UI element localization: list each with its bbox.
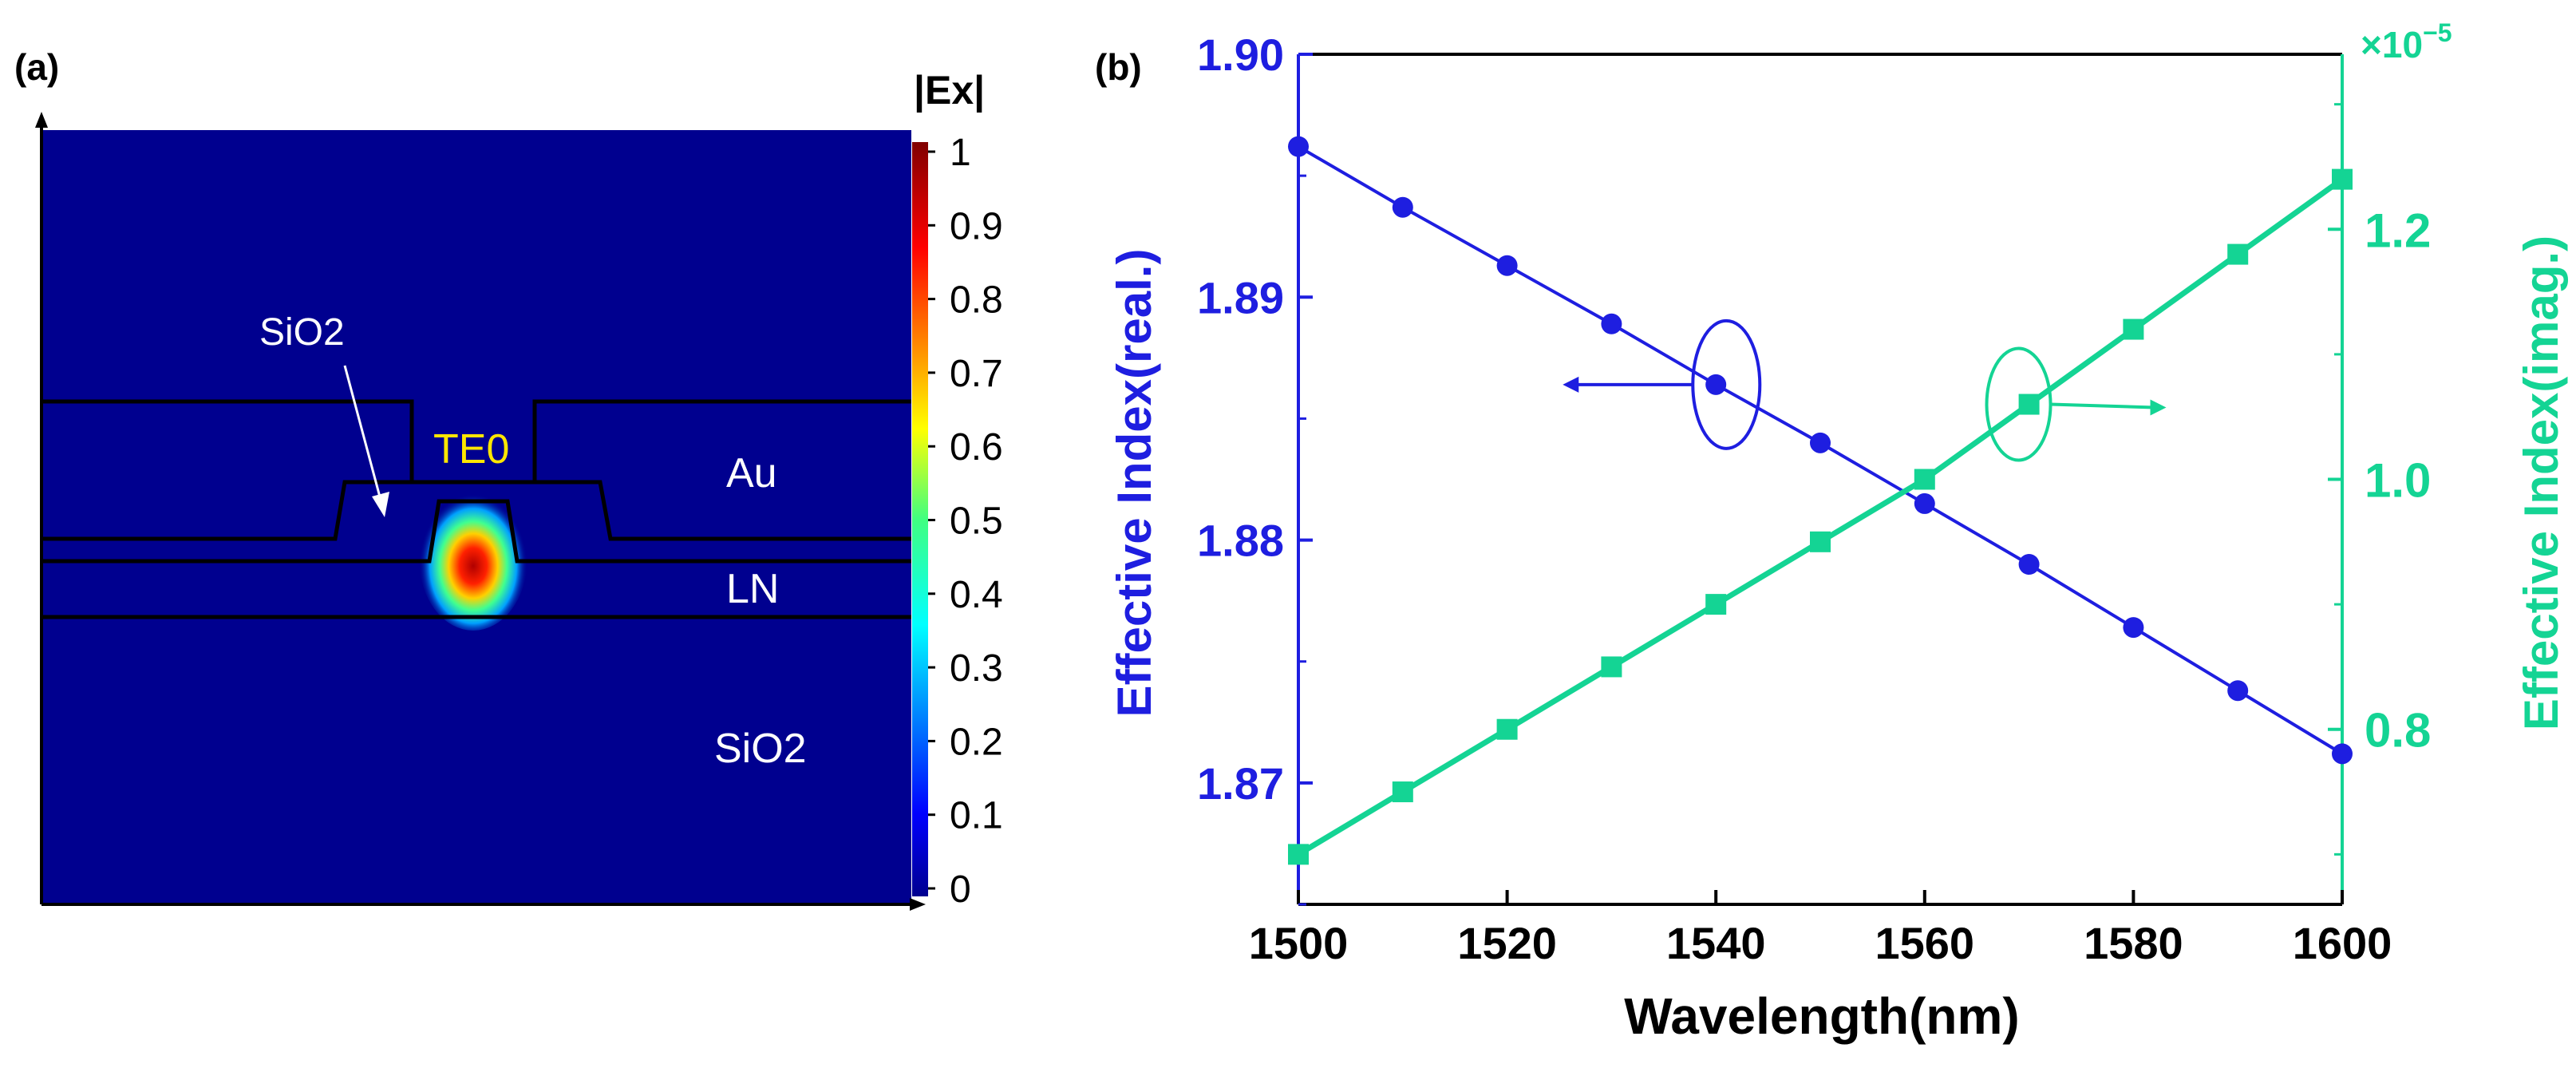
x-tick-label: 1500 [1249, 918, 1349, 968]
series-real-point [1392, 196, 1413, 218]
left-tick-label: 1.90 [1197, 30, 1284, 80]
series-real-point [1914, 492, 1935, 514]
colorbar-tick-label: 0.3 [950, 647, 1003, 690]
panel-b: (b) ×10−5 1500 1520 1540 1560 1580 1600 1.87 1.… [1095, 18, 2568, 1045]
imag-series-right-arrowhead [2150, 399, 2167, 416]
series-imag-point [2018, 394, 2040, 415]
colorbar-tick-label: 0.5 [950, 500, 1003, 543]
colorbar-tick-label: 1 [950, 132, 971, 174]
series-imag-point [2123, 318, 2144, 340]
right-axis-title: Effective Index(imag.) [2515, 235, 2568, 730]
panel-a: (a) SiO2 TE0 Au LN SiO2 |Ex| 00.10.20.30… [14, 46, 1003, 911]
colorbar-tick-label: 0.7 [950, 353, 1003, 395]
colorbar-tick-label: 0.6 [950, 426, 1003, 469]
ln-ridge-outline [41, 499, 911, 564]
x-axis-title: Wavelength(nm) [1624, 987, 2019, 1045]
x-tick-label: 1520 [1457, 918, 1557, 968]
colorbar-tick-label: 0.8 [950, 279, 1003, 322]
plot-area: 1500 1520 1540 1560 1580 1600 1.87 1.88 1.89 1.90… [1197, 30, 2431, 968]
series-imag-point [2227, 243, 2249, 265]
x-tick-label: 1540 [1666, 918, 1766, 968]
right-tick-label: 0.8 [2365, 704, 2431, 757]
series-real-point [1705, 374, 1727, 395]
series-imag-point [2332, 168, 2353, 190]
left-axis-title: Effective Index(real.) [1108, 249, 1161, 718]
right-tick-label: 1.2 [2365, 204, 2431, 257]
series-imag-point [1392, 781, 1413, 803]
panel-a-y-arrow [35, 112, 48, 128]
colorbar-tick-label: 0.2 [950, 721, 1003, 763]
series-real-point [2018, 554, 2040, 575]
series-imag-line [1297, 176, 2345, 857]
sio2-pointer-arrowhead [372, 492, 389, 517]
sio2-pointer-arrow [343, 365, 383, 504]
mode-label: TE0 [433, 426, 509, 473]
x-tick-label: 1560 [1875, 918, 1975, 968]
colorbar-ticks: 0 0.1 0.2 0.3 0.4 0.5 0.6 0.7 0.8 0.9 1 [928, 132, 1003, 911]
colorbar-tick-label: 0.9 [950, 205, 1003, 247]
left-tick-label: 1.87 [1197, 758, 1284, 809]
series-real-point [1601, 313, 1622, 334]
sio2-top-label: SiO2 [259, 311, 345, 354]
colorbar-tick-label: 0.4 [950, 574, 1003, 616]
series-real-point [2332, 743, 2353, 765]
series-imag-point [1914, 469, 1935, 490]
panel-a-label: (a) [14, 46, 59, 88]
series-real-point [1288, 136, 1309, 157]
colorbar-tick-label: 0 [950, 868, 971, 911]
left-tick-label: 1.89 [1197, 272, 1284, 322]
series-imag-point [1705, 594, 1727, 615]
series-real-point [2123, 617, 2144, 639]
imag-series-marker-ellipse [1985, 346, 2053, 462]
real-series-left-arrowhead [1563, 376, 1579, 393]
series-imag-point [1288, 844, 1309, 865]
left-tick-label: 1.88 [1197, 516, 1284, 566]
mode-field-hotspot [419, 487, 527, 631]
colorbar-title: |Ex| [914, 68, 985, 113]
series-imag-point [1496, 718, 1518, 740]
panel-b-label: (b) [1095, 46, 1142, 88]
series-real-point [1810, 432, 1831, 453]
sio2-bottom-label: SiO2 [714, 726, 807, 772]
series-imag-point [1810, 531, 1831, 552]
series-imag-point [1601, 656, 1622, 678]
ln-label: LN [726, 566, 779, 612]
colorbar [912, 142, 928, 896]
panel-a-x-arrow [910, 898, 926, 911]
sio2-cladding-outline [41, 480, 911, 541]
x-tick-label: 1580 [2084, 918, 2183, 968]
x-tick-label: 1600 [2293, 918, 2392, 968]
right-axis-multiplier: ×10−5 [2361, 18, 2452, 65]
right-tick-label: 1.0 [2365, 454, 2431, 508]
au-label: Au [726, 450, 777, 496]
series-real-point [1496, 255, 1518, 276]
real-series-marker-ellipse [1691, 318, 1762, 450]
colorbar-tick-label: 0.1 [950, 795, 1003, 837]
series-real-point [2227, 680, 2249, 702]
imag-series-right-arrow [2050, 402, 2155, 409]
